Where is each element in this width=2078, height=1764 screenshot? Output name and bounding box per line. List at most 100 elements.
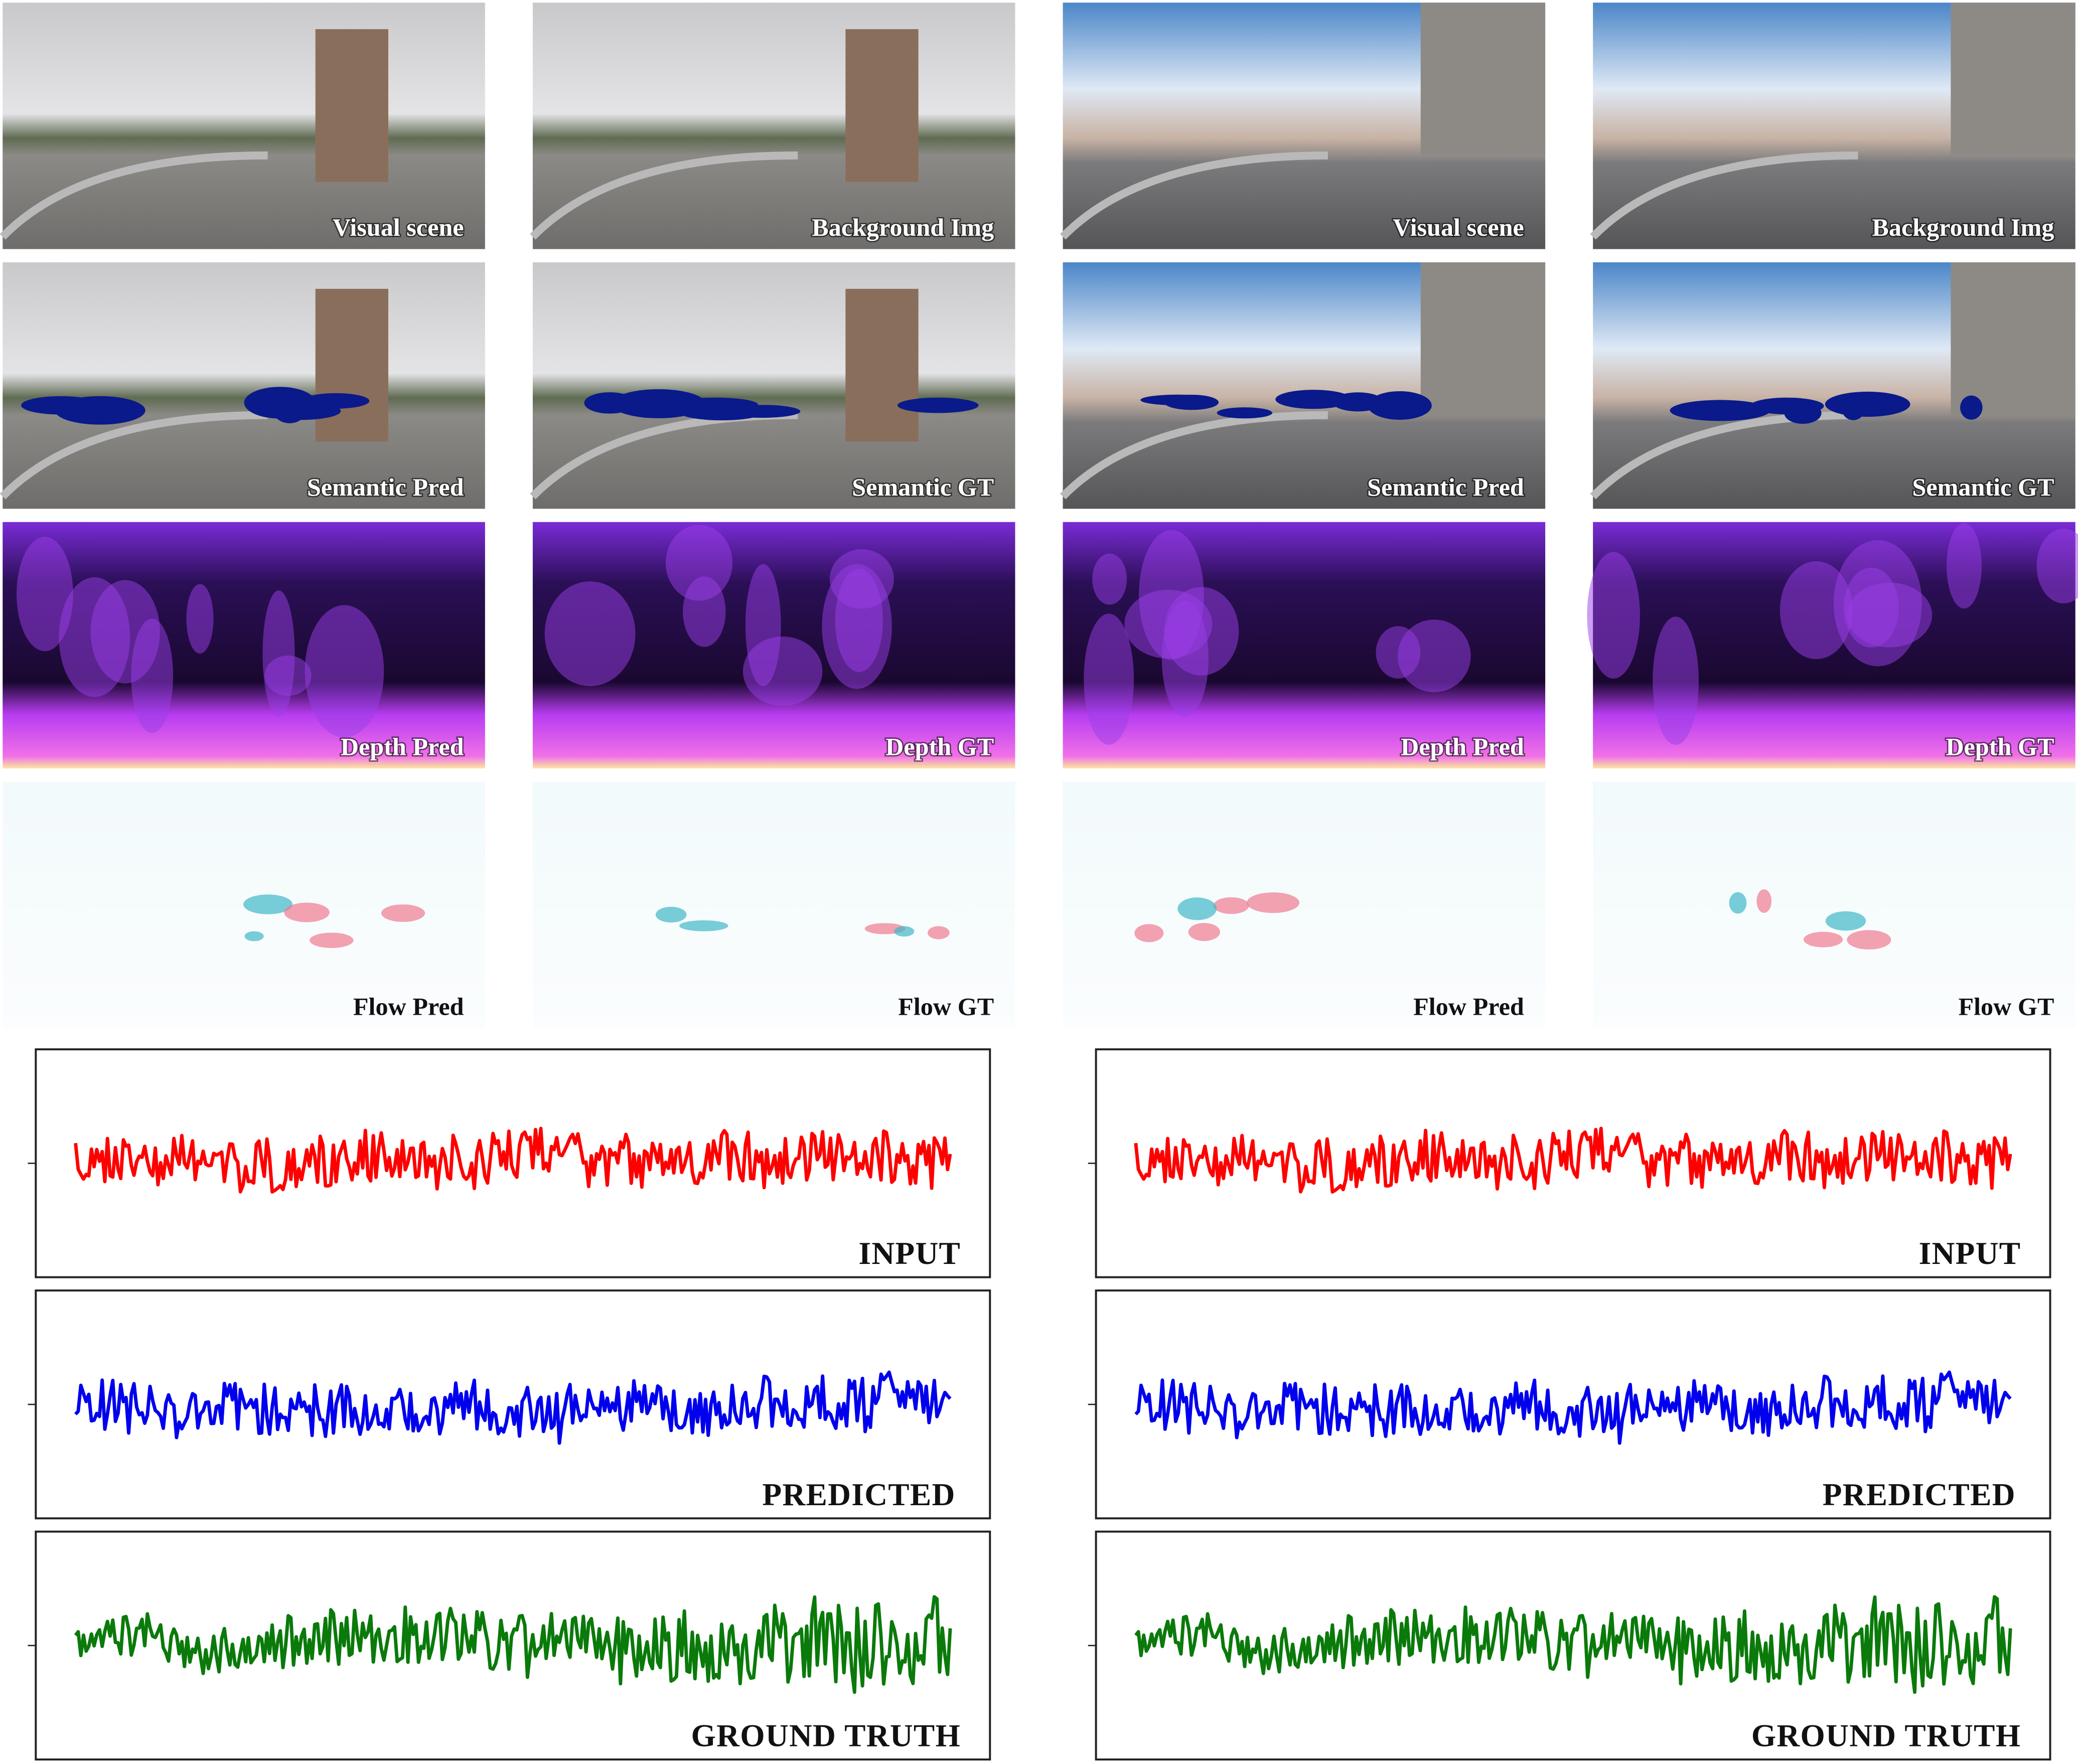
image-panel (1593, 781, 2075, 1028)
segment-blob (897, 397, 979, 413)
road-curve (1060, 411, 1328, 500)
segment-blob (723, 405, 801, 418)
depth-blob (17, 537, 73, 652)
image-panel (3, 262, 485, 509)
panel-label: Flow GT (1958, 992, 2054, 1020)
image-panel (532, 3, 1015, 249)
depth-blob (835, 568, 883, 672)
plot-label: PREDICTED (762, 1477, 955, 1512)
flow-blob (243, 894, 293, 914)
flow-blob (244, 931, 264, 941)
signal-trace (1134, 1127, 2012, 1194)
panel-label: Depth Pred (1401, 733, 1524, 761)
panel-label: Depth Pred (341, 733, 464, 761)
plot-label: INPUT (858, 1236, 961, 1271)
image-panel (1063, 781, 1546, 1028)
depth-blob (1653, 616, 1699, 745)
flow-blob (1756, 889, 1772, 913)
flow-blob (1825, 911, 1866, 931)
segment-blob (1784, 402, 1822, 424)
depth-blob (305, 605, 384, 738)
segment-blob (1164, 394, 1219, 410)
depth-blob (90, 580, 160, 684)
flow-blob (1188, 923, 1220, 941)
building (1420, 3, 1546, 155)
building (315, 288, 388, 442)
flow-blob (1729, 892, 1747, 914)
road-curve (0, 151, 268, 240)
panel-label: Visual scene (333, 213, 464, 241)
flow-blob (1213, 897, 1249, 914)
depth-blob (1779, 561, 1853, 660)
panel-label: Flow Pred (353, 992, 464, 1020)
plot-label: GROUND TRUTH (691, 1718, 961, 1753)
depth-blob (1084, 613, 1134, 745)
segment-blob (1217, 407, 1273, 419)
flow-blob (310, 932, 354, 948)
plot-label: PREDICTED (1823, 1477, 2016, 1512)
signal-trace (74, 1127, 952, 1194)
panel-label: Visual scene (1393, 213, 1524, 241)
panel-label: Depth GT (885, 733, 994, 761)
image-panel (532, 781, 1015, 1028)
flow-blob (1134, 924, 1164, 942)
depth-blob (544, 581, 636, 686)
depth-blob (262, 590, 295, 717)
flow-blob (894, 926, 915, 937)
signal-trace (1134, 1370, 2012, 1445)
building (1951, 3, 2075, 155)
plot-label: GROUND TRUTH (1751, 1718, 2021, 1753)
panel-label: Semantic Pred (1367, 473, 1524, 501)
flow-blob (381, 904, 425, 922)
flow-blob (284, 902, 330, 922)
image-panel (532, 262, 1015, 509)
depth-blob (186, 584, 214, 654)
depth-blob (1164, 587, 1239, 676)
flow-blob (1847, 930, 1891, 950)
building (1420, 262, 1546, 415)
segment-blob (1825, 391, 1910, 417)
depth-blob (1587, 552, 1640, 679)
segment-blob (1368, 391, 1432, 420)
road-curve (1060, 151, 1328, 240)
segment-blob (21, 396, 101, 415)
depth-blob (1947, 523, 1982, 609)
segment-blob (1960, 395, 1983, 420)
signal-trace (1134, 1595, 2012, 1694)
panel-label: Flow Pred (1413, 992, 1524, 1020)
building (845, 288, 919, 442)
flow-blob (927, 926, 950, 939)
plot-label: INPUT (1919, 1236, 2021, 1271)
road-curve (530, 151, 798, 240)
building (845, 29, 919, 182)
flow-blob (1247, 892, 1300, 913)
signal-plots: INPUT PREDICTED GROUND TRUTH INPUT PREDICTED… (28, 1048, 2051, 1760)
depth-blob (745, 564, 781, 687)
segment-blob (1275, 390, 1352, 409)
panel-label: Semantic Pred (307, 473, 464, 501)
depth-blob (264, 656, 312, 696)
panel-label: Background Img (812, 213, 994, 241)
depth-blob (1376, 626, 1421, 679)
flow-blob (1177, 897, 1217, 920)
image-panel (3, 3, 485, 249)
panel-label: Semantic GT (852, 473, 994, 501)
depth-blob (2036, 528, 2078, 604)
panel-label: Flow GT (898, 992, 994, 1020)
signal-trace (74, 1370, 952, 1445)
flow-blob (1803, 931, 1843, 947)
flow-blob (679, 920, 728, 931)
depth-blob (665, 525, 733, 601)
building (1951, 262, 2075, 415)
panel-label: Depth GT (1946, 733, 2054, 761)
segment-blob (584, 392, 636, 414)
segment-blob (302, 393, 370, 409)
depth-blob (1092, 553, 1127, 605)
signal-trace (74, 1595, 952, 1694)
road-curve (1590, 151, 1858, 240)
depth-blob (1847, 582, 1933, 648)
panel-label: Semantic GT (1912, 473, 2054, 501)
image-grid: Visual scene Background Img Visual scene Ba… (0, 3, 2078, 1028)
